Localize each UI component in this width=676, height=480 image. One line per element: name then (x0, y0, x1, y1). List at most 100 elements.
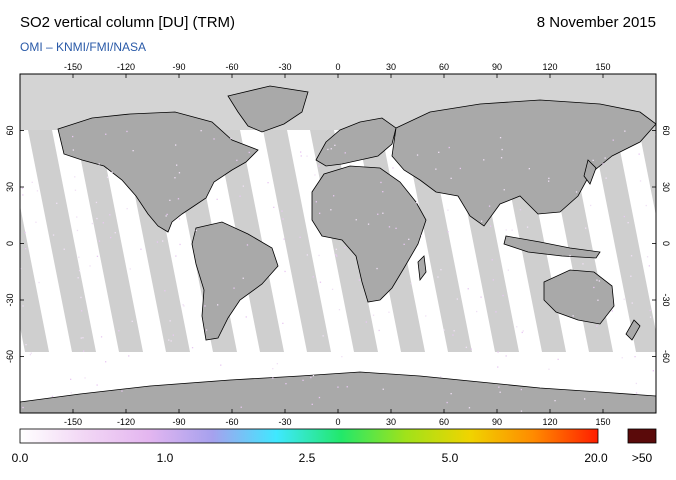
speckle-dot (306, 254, 308, 256)
speckle-dot (483, 159, 485, 161)
colorbar-label-4: 20.0 (584, 451, 608, 465)
speckle-dot (78, 256, 80, 258)
lon-label-bottom: -120 (117, 417, 135, 427)
lon-label-bottom: 90 (492, 417, 502, 427)
speckle-dot (372, 314, 375, 316)
speckle-dot (126, 130, 128, 133)
speckle-dot (459, 167, 461, 170)
speckle-dot (448, 146, 450, 149)
speckle-dot (338, 309, 341, 311)
speckle-dot (575, 191, 578, 193)
continents (20, 85, 656, 413)
speckle-dot (105, 133, 107, 135)
speckle-dot (56, 202, 58, 204)
speckle-dot (497, 366, 499, 368)
orbit-swath (263, 130, 331, 352)
speckle-dot (582, 263, 584, 265)
speckle-dot (168, 339, 170, 341)
speckle-dot (548, 177, 550, 179)
speckle-dot (334, 144, 336, 146)
speckle-dot (177, 198, 180, 200)
speckle-dot (521, 331, 523, 334)
speckle-dot (456, 298, 458, 300)
speckle-dot (182, 304, 184, 306)
map-plot-area (20, 74, 656, 413)
speckle-dot (450, 393, 452, 395)
speckle-dot (593, 286, 595, 289)
lon-label-bottom: -150 (64, 417, 82, 427)
speckle-dot (128, 355, 130, 357)
lon-label-top: -150 (64, 62, 82, 72)
speckle-dot (499, 137, 502, 139)
speckle-dot (501, 148, 503, 151)
lat-label-right: 30 (661, 182, 671, 192)
speckle-dot (52, 234, 55, 236)
speckle-dot (388, 311, 390, 313)
speckle-dot (322, 335, 324, 337)
speckle-dot (84, 377, 86, 379)
lon-label-bottom: -90 (172, 417, 185, 427)
speckle-dot (83, 350, 85, 352)
speckle-dot (495, 311, 497, 313)
speckle-dot (165, 215, 167, 217)
speckle-dot (336, 255, 338, 257)
speckle-dot (548, 368, 550, 370)
australia (543, 269, 615, 325)
lon-label-bottom: 60 (439, 417, 449, 427)
speckle-dot (38, 281, 40, 284)
speckle-dot (630, 275, 632, 277)
speckle-dot (314, 174, 316, 176)
speckle-dot (175, 255, 177, 257)
lon-label-top: 60 (439, 62, 449, 72)
speckle-dot (584, 398, 586, 400)
speckle-dot (503, 189, 505, 191)
speckle-dot (507, 269, 509, 271)
speckle-dot (24, 248, 27, 250)
speckle-dot (344, 152, 346, 154)
speckle-dot (111, 171, 113, 173)
speckle-dot (450, 177, 452, 179)
speckle-dot (110, 236, 112, 239)
speckle-dot (476, 310, 478, 313)
speckle-dot (605, 177, 607, 179)
speckle-dot (282, 322, 284, 324)
speckle-dot (480, 296, 482, 298)
speckle-dot (239, 195, 241, 197)
speckle-dot (300, 151, 302, 153)
speckle-dot (70, 392, 72, 394)
speckle-dot (285, 383, 287, 385)
asia (391, 99, 656, 227)
orbit-swath (20, 205, 49, 352)
speckle-dot (415, 202, 418, 204)
speckle-dot (646, 256, 649, 258)
speckle-dot (178, 172, 181, 174)
colorbar-label-2: 2.5 (299, 451, 316, 465)
lon-label-top: -60 (225, 62, 238, 72)
lon-label-top: 150 (595, 62, 610, 72)
speckle-dot (21, 187, 24, 189)
speckle-dot (624, 130, 626, 132)
speckle-dot (20, 267, 22, 270)
speckle-dot (283, 238, 285, 240)
speckle-dot (240, 406, 242, 408)
speckle-dot (102, 222, 104, 224)
speckle-dot (635, 392, 638, 394)
speckle-dot (96, 217, 98, 220)
speckle-dot (467, 288, 469, 290)
speckle-dot (89, 265, 91, 267)
lat-label-left: 0 (5, 241, 15, 246)
lon-label-bottom: 150 (595, 417, 610, 427)
map-title: SO2 vertical column [DU] (TRM) (20, 14, 236, 31)
speckle-dot (378, 329, 380, 332)
lat-label-left: -30 (5, 293, 15, 306)
speckle-dot (500, 157, 503, 159)
speckle-dot (233, 287, 235, 289)
speckle-dot (380, 181, 382, 184)
speckle-dot (497, 351, 499, 353)
speckle-dot (612, 139, 614, 141)
speckle-dot (126, 208, 128, 210)
speckle-dot (178, 218, 181, 220)
speckle-dot (649, 316, 652, 318)
speckle-dot (522, 330, 524, 332)
speckle-dot (310, 376, 312, 379)
